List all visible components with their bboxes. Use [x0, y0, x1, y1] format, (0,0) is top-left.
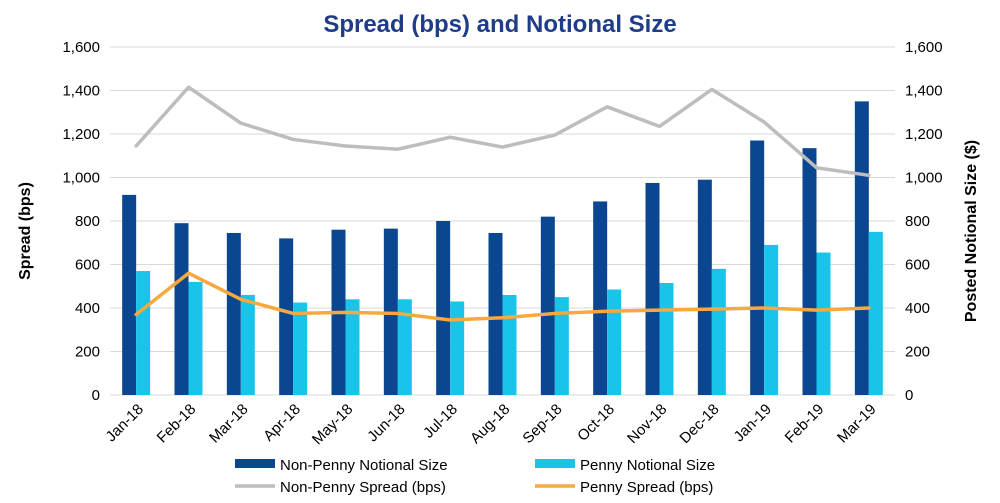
y2-tick-label: 800	[905, 213, 930, 230]
bar-non-penny-notional-size	[750, 140, 765, 395]
y2-tick-label: 1,200	[905, 126, 943, 143]
bar-penny-notional-size	[607, 289, 622, 395]
line-non-penny-spread-bps-	[134, 85, 871, 178]
bar-penny-notional-size	[711, 268, 726, 395]
legend-label: Non-Penny Spread (bps)	[280, 479, 446, 496]
bar-penny-notional-size	[764, 244, 779, 395]
bar-penny-notional-size	[293, 302, 308, 395]
bar-penny-notional-size	[554, 297, 569, 395]
bar-non-penny-notional-size	[488, 232, 503, 395]
y2-tick-label: 1,600	[905, 39, 943, 56]
y-tick-label: 800	[75, 213, 100, 230]
left-axis-ticks: 0 200 400 600 800 1,000 1,200 1,400 1,600	[62, 39, 100, 404]
y-tick-label: 1,600	[62, 39, 100, 56]
bar-penny-notional-size	[240, 294, 255, 395]
bar-penny-notional-size	[397, 299, 412, 395]
bar-non-penny-notional-size	[645, 182, 660, 395]
bar-penny-notional-size	[659, 282, 674, 395]
y-axis-label: Spread (bps)	[17, 182, 34, 280]
y2-tick-label: 0	[905, 387, 913, 404]
bar-non-penny-notional-size	[122, 194, 137, 395]
y2-tick-label: 400	[905, 300, 930, 317]
x-tick-label: Aug-18	[467, 401, 513, 447]
legend: Non-Penny Notional Size Penny Notional Si…	[235, 457, 715, 496]
bars	[122, 101, 883, 395]
right-axis-ticks: 0 200 400 600 800 1,000 1,200 1,400 1,600	[905, 39, 943, 404]
bar-penny-notional-size	[816, 252, 831, 395]
x-tick-label: Dec-18	[676, 401, 722, 447]
y-tick-label: 200	[75, 344, 100, 361]
x-tick-label: Mar-18	[206, 401, 252, 447]
y2-tick-label: 600	[905, 257, 930, 274]
bar-penny-notional-size	[502, 294, 517, 395]
x-tick-label: Jan-19	[731, 401, 775, 445]
x-tick-label: Nov-18	[624, 401, 670, 447]
x-tick-label: Oct-18	[574, 401, 618, 445]
bar-penny-notional-size	[188, 281, 203, 395]
bar-penny-notional-size	[450, 301, 465, 395]
chart-title: Spread (bps) and Notional Size	[323, 11, 676, 38]
x-tick-label: Jan-18	[103, 401, 147, 445]
y-tick-label: 1,200	[62, 126, 100, 143]
x-tick-label: Feb-19	[782, 401, 828, 447]
x-tick-label: Feb-18	[154, 401, 200, 447]
bar-non-penny-notional-size	[697, 179, 712, 395]
y-tick-label: 1,000	[62, 170, 100, 187]
bar-non-penny-notional-size	[226, 232, 241, 395]
legend-label: Non-Penny Notional Size	[280, 457, 448, 474]
y2-tick-label: 200	[905, 344, 930, 361]
y2-axis-label: Posted Notional Size ($)	[963, 140, 980, 322]
bar-non-penny-notional-size	[540, 216, 555, 395]
legend-swatch	[535, 459, 575, 468]
y-tick-label: 1,400	[62, 83, 100, 100]
bar-non-penny-notional-size	[174, 223, 189, 395]
x-tick-label: Apr-18	[260, 401, 304, 445]
y-tick-label: 600	[75, 257, 100, 274]
x-tick-label: May-18	[309, 401, 356, 448]
bar-penny-notional-size	[136, 271, 151, 395]
y-tick-label: 400	[75, 300, 100, 317]
legend-label: Penny Spread (bps)	[580, 479, 713, 496]
bar-non-penny-notional-size	[279, 238, 294, 395]
y2-tick-label: 1,000	[905, 170, 943, 187]
y-tick-label: 0	[92, 387, 100, 404]
x-tick-label: Sep-18	[519, 401, 565, 447]
bar-non-penny-notional-size	[854, 101, 869, 395]
lines	[134, 85, 871, 322]
legend-label: Penny Notional Size	[580, 457, 715, 474]
bar-non-penny-notional-size	[593, 201, 608, 395]
bar-non-penny-notional-size	[436, 221, 451, 395]
x-tick-label: Jul-18	[420, 401, 461, 442]
y2-tick-label: 1,400	[905, 83, 943, 100]
x-axis-ticks: Jan-18 Feb-18 Mar-18 Apr-18 May-18 Jun-18 Jul-…	[103, 401, 880, 448]
x-tick-label: Mar-19	[834, 401, 880, 447]
x-tick-label: Jun-18	[364, 401, 408, 445]
bar-penny-notional-size	[868, 231, 883, 395]
bar-penny-notional-size	[345, 299, 360, 395]
bar-non-penny-notional-size	[802, 148, 817, 395]
line-penny-spread-bps-	[134, 271, 871, 322]
legend-swatch	[235, 459, 275, 468]
